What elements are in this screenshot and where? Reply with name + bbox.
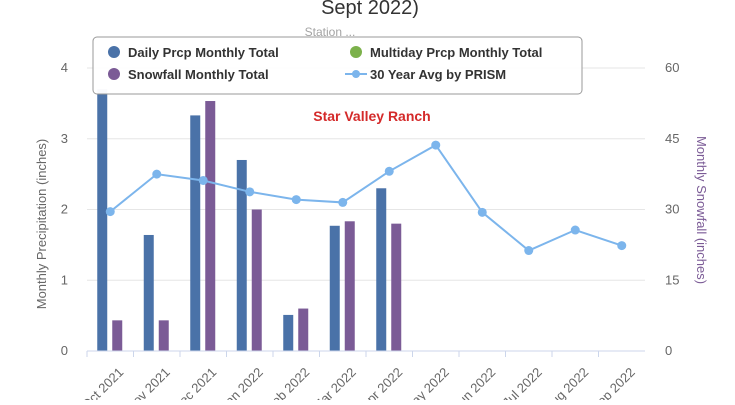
x-tick-label: Sep 2022 <box>588 365 638 400</box>
bar-snowfall[interactable] <box>112 320 123 351</box>
point-prism-avg[interactable] <box>245 187 255 197</box>
y-tick-label: 0 <box>61 343 68 358</box>
bar-daily-prcp[interactable] <box>329 225 340 351</box>
x-tick-label: Jun 2022 <box>450 365 498 400</box>
point-prism-avg[interactable] <box>617 241 627 251</box>
x-tick-label: Oct 2021 <box>78 365 126 400</box>
svg-text:30 Year Avg by PRISM: 30 Year Avg by PRISM <box>370 67 506 82</box>
bar-snowfall[interactable] <box>158 320 169 351</box>
x-tick-label: Aug 2022 <box>541 365 591 400</box>
annotation-label: Star Valley Ranch <box>313 108 431 124</box>
bar-daily-prcp[interactable] <box>376 188 387 351</box>
y-axis-title: Monthly Precipitation (inches) <box>34 139 49 310</box>
y2-tick-label: 0 <box>665 343 672 358</box>
y-tick-label: 1 <box>61 272 68 287</box>
svg-text:Multiday Prcp Monthly Total: Multiday Prcp Monthly Total <box>370 45 542 60</box>
point-prism-avg[interactable] <box>477 207 487 217</box>
point-prism-avg[interactable] <box>338 197 348 207</box>
point-prism-avg[interactable] <box>152 169 162 179</box>
y2-tick-label: 30 <box>665 202 679 217</box>
point-prism-avg[interactable] <box>431 140 441 150</box>
y2-tick-label: 60 <box>665 60 679 75</box>
x-tick-label: Apr 2022 <box>357 365 405 400</box>
legend-item-snowfall[interactable]: Snowfall Monthly Total <box>108 67 269 82</box>
legend-item-daily-prcp[interactable]: Daily Prcp Monthly Total <box>108 45 279 60</box>
bar-snowfall[interactable] <box>205 101 216 352</box>
bar-daily-prcp[interactable] <box>143 234 154 351</box>
chart-title: Sept 2022) <box>321 0 419 19</box>
x-tick-label: Jan 2022 <box>217 365 265 400</box>
bar-daily-prcp[interactable] <box>283 314 294 351</box>
x-tick-label: Mar 2022 <box>309 365 358 400</box>
y-tick-label: 2 <box>61 202 68 217</box>
point-prism-avg[interactable] <box>524 246 534 256</box>
legend-item-multiday-prcp[interactable]: Multiday Prcp Monthly Total <box>350 45 542 60</box>
bar-daily-prcp[interactable] <box>97 89 108 351</box>
point-prism-avg[interactable] <box>570 225 580 235</box>
bars-layer <box>97 89 402 352</box>
line-layer <box>105 140 627 256</box>
bar-snowfall[interactable] <box>391 223 402 351</box>
y-tick-label: 4 <box>61 60 68 75</box>
x-tick-label: Feb 2022 <box>263 365 312 400</box>
legend: Daily Prcp Monthly Total Multiday Prcp M… <box>92 36 583 95</box>
line-prism-avg <box>109 143 623 252</box>
bar-snowfall[interactable] <box>344 221 355 351</box>
bar-daily-prcp[interactable] <box>190 115 201 351</box>
point-prism-avg[interactable] <box>105 207 115 217</box>
x-tick-label: Dec 2021 <box>169 365 219 400</box>
x-tick-label: Jul 2022 <box>500 365 545 400</box>
x-tick-label: May 2022 <box>401 365 452 400</box>
point-prism-avg[interactable] <box>291 195 301 205</box>
legend-item-prism-avg[interactable]: 30 Year Avg by PRISM <box>345 67 506 82</box>
svg-text:Snowfall Monthly Total: Snowfall Monthly Total <box>128 67 269 82</box>
y2-tick-label: 15 <box>665 272 679 287</box>
bar-daily-prcp[interactable] <box>236 159 247 351</box>
y2-axis-title: Monthly Snowfall (inches) <box>694 136 709 284</box>
legend-box <box>92 36 583 95</box>
svg-text:Daily Prcp Monthly Total: Daily Prcp Monthly Total <box>128 45 279 60</box>
bar-snowfall[interactable] <box>298 308 309 351</box>
y2-tick-label: 45 <box>665 131 679 146</box>
y-tick-label: 3 <box>61 131 68 146</box>
point-prism-avg[interactable] <box>198 175 208 185</box>
point-prism-avg[interactable] <box>384 166 394 176</box>
bar-snowfall[interactable] <box>251 209 262 352</box>
x-tick-label: Nov 2021 <box>123 365 173 400</box>
chart-subtitle: Station ... <box>305 25 356 39</box>
